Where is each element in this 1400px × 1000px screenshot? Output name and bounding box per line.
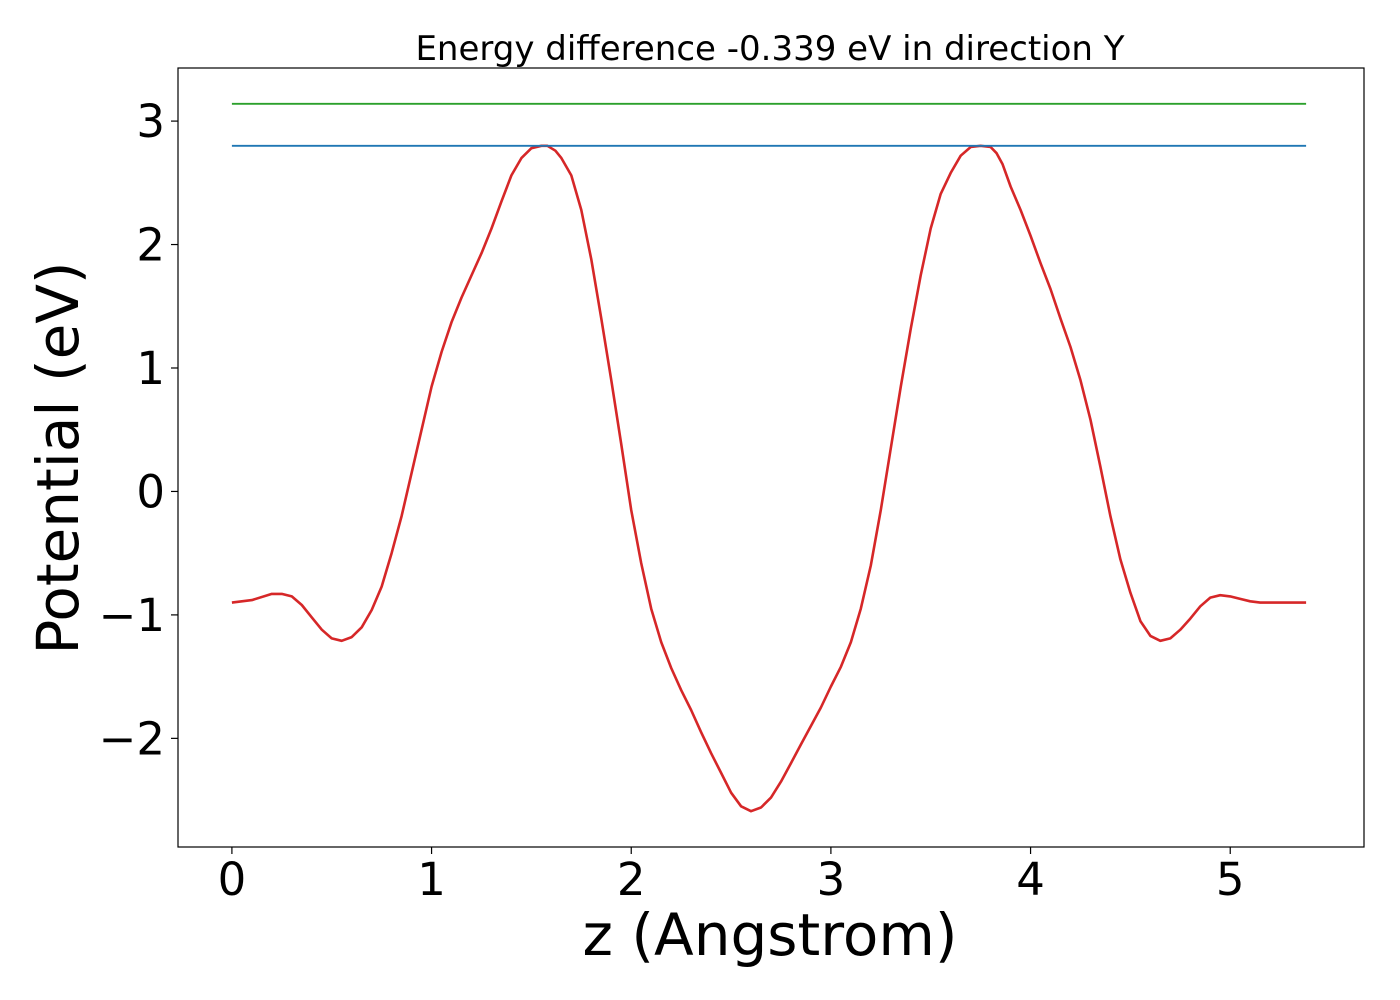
- x-tick-label: 3: [817, 853, 846, 906]
- y-tick-label: 2: [136, 219, 165, 272]
- y-tick-label: 0: [136, 465, 165, 518]
- x-axis-label: z (Angstrom): [583, 901, 958, 969]
- y-axis-label: Potential (eV): [24, 261, 92, 654]
- x-tick-label: 4: [1016, 853, 1045, 906]
- x-axis: 0 1 2 3 4 5: [218, 847, 1245, 906]
- chart-title: Energy difference -0.339 eV in direction…: [415, 29, 1124, 69]
- y-tick-label: −1: [99, 589, 165, 642]
- y-tick-label: 3: [136, 95, 165, 148]
- x-tick-label: 2: [617, 853, 646, 906]
- series-line-0: [231, 144, 1307, 813]
- y-tick-label: 1: [136, 342, 165, 395]
- plot-lines: [231, 102, 1307, 813]
- x-tick-label: 1: [417, 853, 446, 906]
- x-tick-label: 5: [1216, 853, 1245, 906]
- plot-frame: [177, 67, 1365, 848]
- x-tick-label: 0: [218, 853, 247, 906]
- y-axis: −2 −1 0 1 2 3: [99, 95, 178, 765]
- y-tick-label: −2: [99, 712, 165, 765]
